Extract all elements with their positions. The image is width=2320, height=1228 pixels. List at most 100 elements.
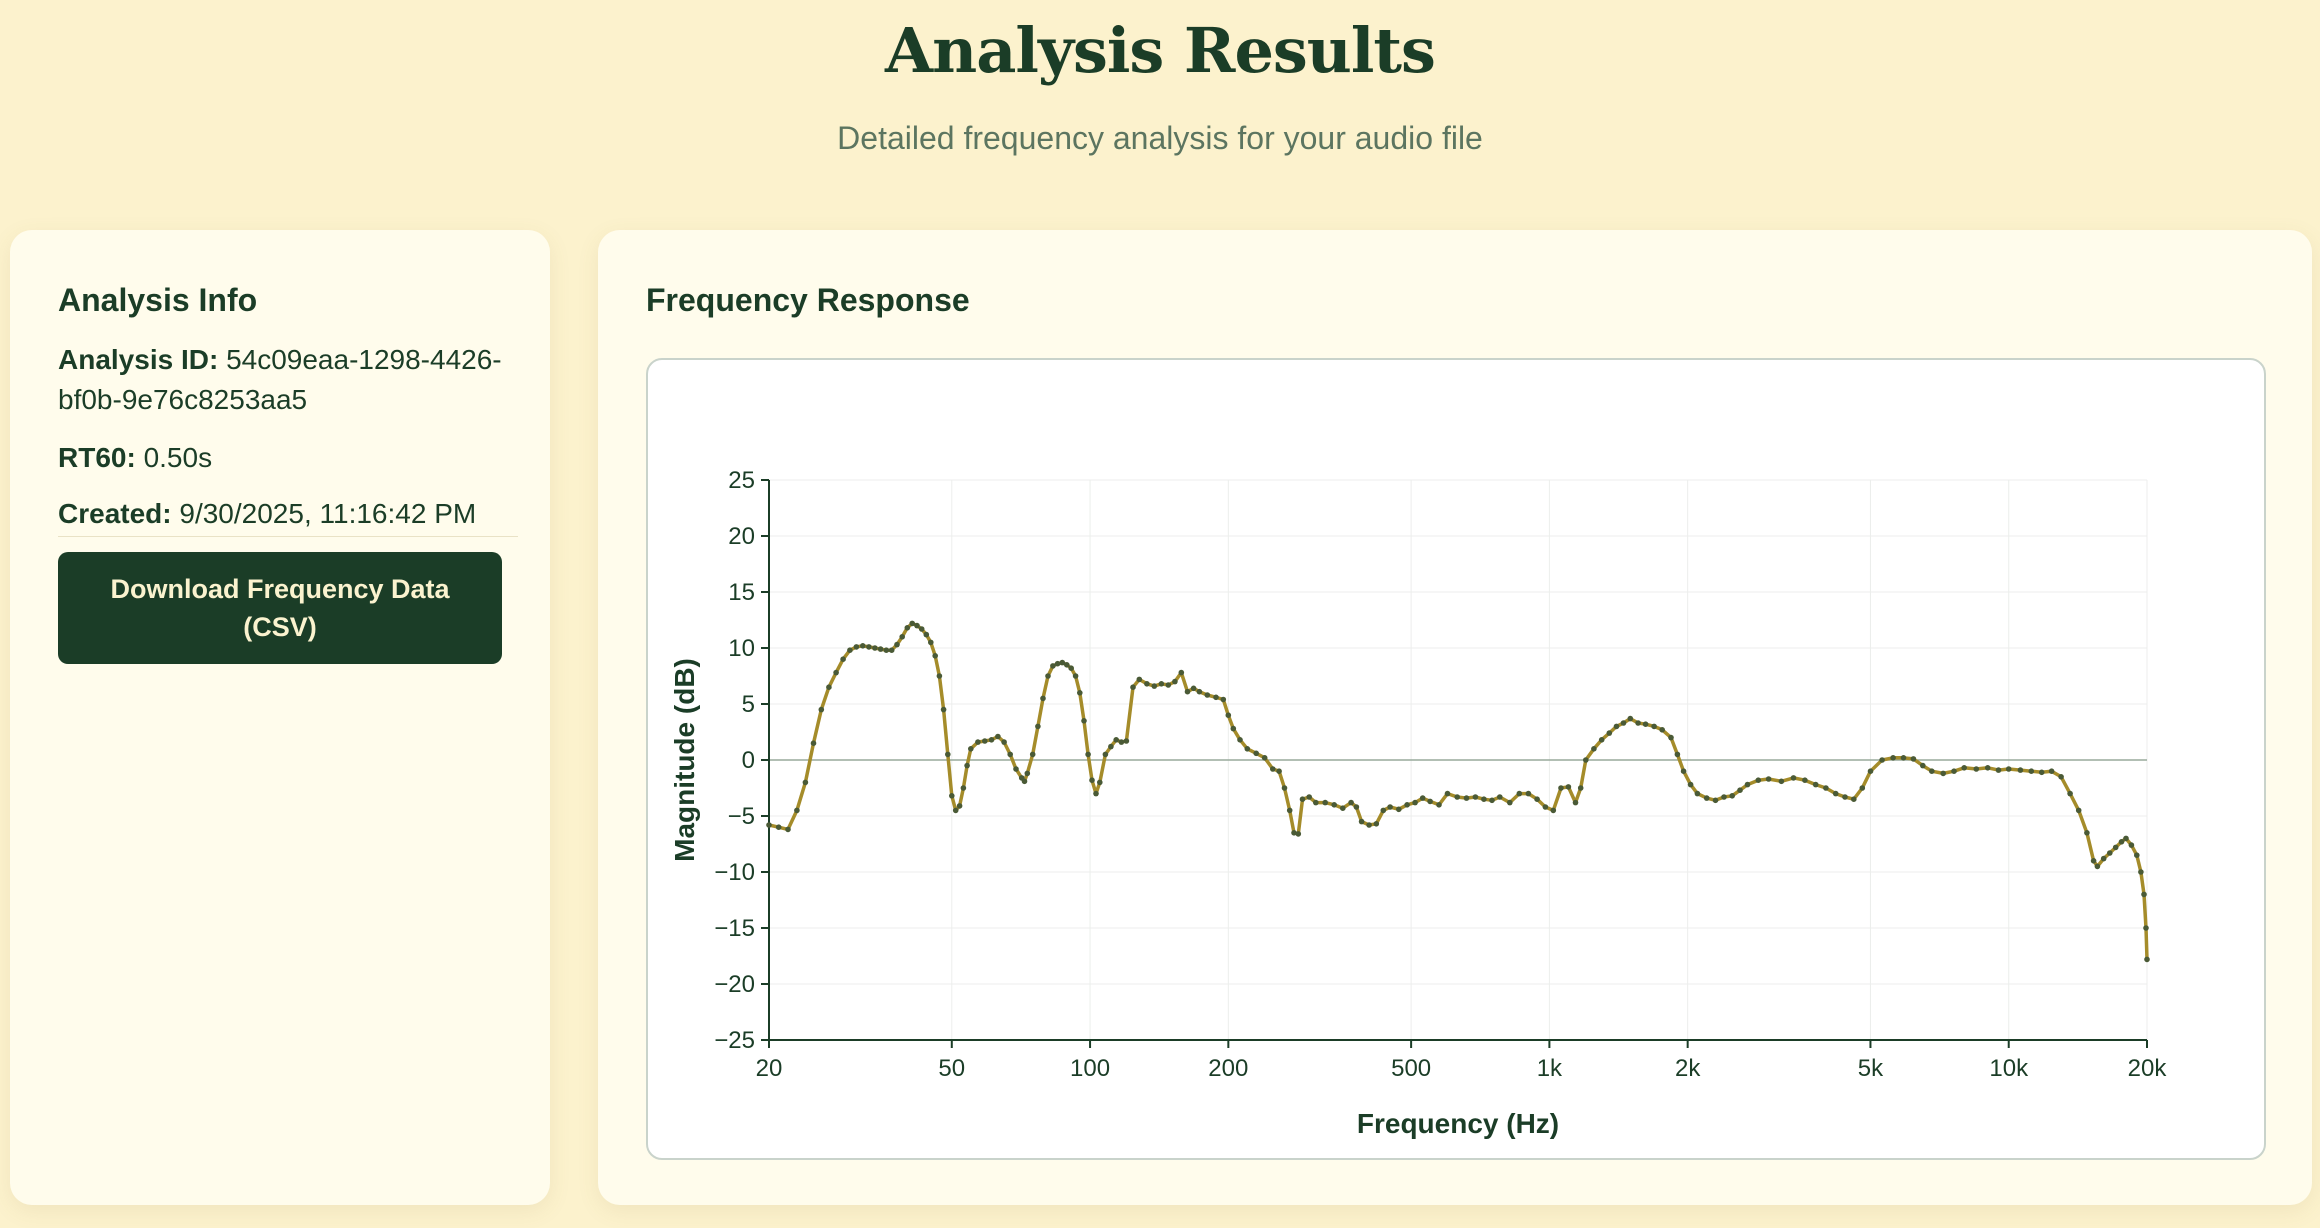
data-point: [853, 644, 860, 650]
data-point: [1694, 790, 1701, 797]
download-csv-button[interactable]: Download Frequency Data (CSV): [58, 552, 502, 664]
data-point: [2028, 768, 2035, 774]
data-point: [923, 631, 930, 638]
data-point: [1291, 830, 1297, 836]
x-tick-label: 1k: [1537, 1055, 1563, 1082]
x-tick-label: 20: [756, 1055, 783, 1082]
data-point: [2112, 844, 2119, 851]
data-point: [1136, 676, 1143, 683]
data-point: [2100, 855, 2107, 862]
data-point: [1295, 831, 1302, 837]
data-point: [1412, 799, 1418, 806]
data-point: [818, 706, 825, 713]
data-point: [1331, 802, 1337, 808]
page-title: Analysis Results: [885, 14, 1436, 87]
data-point: [1237, 737, 1243, 743]
data-point: [1270, 766, 1276, 772]
data-point: [1842, 794, 1848, 800]
y-tick-label: −20: [714, 971, 755, 998]
data-point: [1489, 797, 1495, 804]
data-point: [1380, 807, 1387, 814]
data-point: [1427, 798, 1433, 805]
data-point: [1313, 799, 1319, 806]
y-tick-label: 0: [742, 747, 755, 774]
data-point: [1007, 751, 1013, 758]
data-point: [1419, 795, 1426, 801]
data-point: [2075, 807, 2082, 814]
data-point: [872, 645, 878, 651]
data-point: [1591, 746, 1597, 752]
data-point: [894, 641, 900, 648]
rt60-row: RT60: 0.50s: [58, 438, 518, 478]
data-point: [932, 653, 938, 659]
analysis-id-value: 54c09eaa-1298-4426-bf0b-9e76c8253aa5: [58, 344, 502, 415]
y-tick-label: 5: [742, 691, 755, 718]
data-point: [1929, 768, 1935, 774]
data-point: [1358, 818, 1365, 825]
data-point: [918, 626, 925, 632]
data-point: [2107, 850, 2113, 856]
data-point: [883, 647, 890, 653]
data-point: [2138, 869, 2144, 875]
data-point: [2128, 842, 2135, 848]
data-point: [1583, 757, 1589, 763]
data-point: [1659, 727, 1665, 733]
data-point: [1984, 765, 1991, 771]
data-point: [1454, 794, 1460, 800]
data-point: [1879, 757, 1885, 763]
data-point: [794, 807, 800, 814]
data-point: [1542, 804, 1549, 810]
data-point: [1721, 794, 1727, 800]
data-point: [1230, 725, 1237, 732]
x-tick-label: 5k: [1858, 1055, 1884, 1082]
x-axis-title: Frequency (Hz): [1357, 1108, 1559, 1139]
data-point: [775, 824, 782, 830]
data-point: [1165, 682, 1172, 688]
created-value: 9/30/2025, 11:16:42 PM: [179, 498, 477, 529]
data-point: [1144, 681, 1150, 687]
data-point: [904, 625, 911, 631]
frequency-response-heading: Frequency Response: [646, 282, 970, 318]
data-point: [1635, 720, 1641, 726]
data-point: [847, 647, 853, 653]
data-point: [956, 803, 963, 809]
data-point: [785, 826, 791, 833]
data-point: [1276, 768, 1282, 774]
data-point: [1790, 775, 1797, 781]
x-tick-label: 2k: [1675, 1055, 1701, 1082]
data-point: [2123, 835, 2129, 842]
data-point: [1013, 766, 1019, 772]
data-point: [1151, 683, 1158, 689]
y-tick-label: 25: [728, 467, 755, 494]
data-point: [2067, 790, 2073, 797]
data-point: [1077, 690, 1083, 696]
analysis-info-heading: Analysis Info: [58, 282, 258, 318]
data-point: [1668, 734, 1674, 741]
data-point: [1973, 766, 1980, 772]
data-point: [909, 620, 915, 627]
data-point: [1172, 678, 1178, 685]
data-point: [1244, 746, 1251, 752]
data-point: [1261, 755, 1268, 761]
analysis-info-card: Analysis Info Analysis ID: 54c09eaa-1298…: [10, 230, 550, 1205]
data-point: [1674, 751, 1681, 758]
data-point: [1281, 785, 1288, 791]
data-point: [2144, 956, 2150, 963]
data-point: [928, 639, 934, 646]
data-point: [1755, 777, 1762, 783]
data-point: [860, 643, 866, 649]
x-tick-label: 20k: [2128, 1055, 2168, 1082]
data-point: [2090, 858, 2097, 864]
data-point: [2141, 891, 2147, 898]
data-point: [1832, 790, 1839, 797]
data-point: [949, 793, 955, 799]
data-point: [1001, 739, 1007, 745]
y-tick-label: −5: [728, 803, 755, 830]
data-point: [1089, 777, 1095, 783]
data-point: [1577, 785, 1584, 791]
data-point: [1299, 796, 1306, 802]
data-point: [2143, 925, 2149, 931]
data-point: [1059, 659, 1066, 666]
data-point: [2134, 852, 2140, 858]
y-tick-label: 20: [728, 523, 755, 550]
